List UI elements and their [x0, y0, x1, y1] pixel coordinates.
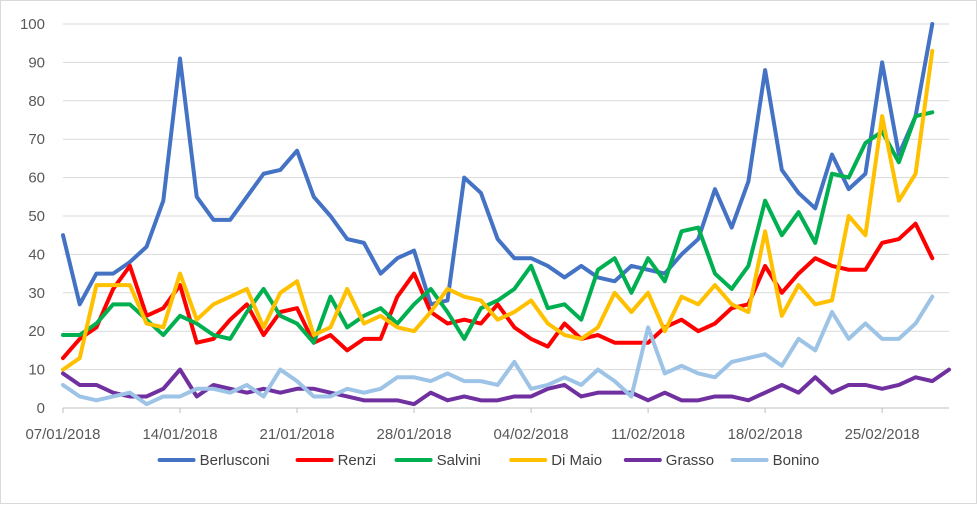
y-tick-label: 90 — [28, 54, 45, 71]
x-tick-label: 21/01/2018 — [259, 426, 334, 443]
legend-item-di-maio: Di Maio — [509, 452, 602, 469]
series-line-bonino — [61, 294, 935, 407]
x-tick-label: 14/01/2018 — [142, 426, 217, 443]
x-tick-label: 11/02/2018 — [611, 426, 685, 443]
y-tick-label: 60 — [28, 170, 45, 187]
x-tick-label: 04/02/2018 — [494, 426, 569, 443]
series-group — [61, 22, 951, 407]
x-tick-label: 28/01/2018 — [377, 426, 452, 443]
legend: Berlusconi Renzi Salvini Di Maio Grasso Bonin… — [157, 452, 820, 469]
x-tick-label: 18/02/2018 — [728, 426, 803, 443]
x-tick-label: 07/01/2018 — [25, 426, 100, 443]
legend-item-salvini: Salvini — [394, 452, 481, 469]
y-tick-label: 30 — [28, 285, 45, 302]
y-axis: 0 10 20 30 40 50 60 70 80 90 100 — [20, 16, 45, 417]
x-tick-label: 25/02/2018 — [845, 426, 920, 443]
y-tick-label: 10 — [28, 362, 45, 379]
legend-label: Berlusconi — [200, 452, 270, 469]
legend-item-berlusconi: Berlusconi — [157, 452, 270, 469]
legend-item-renzi: Renzi — [295, 452, 376, 469]
y-tick-label: 100 — [20, 16, 45, 33]
legend-label: Grasso — [666, 452, 714, 469]
series-line-renzi — [61, 221, 935, 361]
x-axis: 07/01/2018 14/01/2018 21/01/2018 28/01/2018… — [25, 407, 949, 443]
legend-label: Salvini — [437, 452, 481, 469]
y-tick-label: 40 — [28, 246, 45, 263]
legend-item-bonino: Bonino — [730, 452, 820, 469]
legend-item-grasso: Grasso — [623, 452, 714, 469]
legend-label: Bonino — [773, 452, 820, 469]
y-tick-label: 80 — [28, 93, 45, 110]
legend-label: Di Maio — [551, 452, 602, 469]
y-tick-label: 20 — [28, 323, 45, 340]
series-line-di-maio — [61, 48, 935, 372]
legend-label: Renzi — [338, 452, 376, 469]
y-tick-label: 50 — [28, 208, 45, 225]
series-line-salvini — [61, 110, 935, 345]
y-tick-label: 0 — [37, 400, 45, 417]
y-tick-label: 70 — [28, 131, 45, 148]
series-line-berlusconi — [61, 22, 935, 307]
